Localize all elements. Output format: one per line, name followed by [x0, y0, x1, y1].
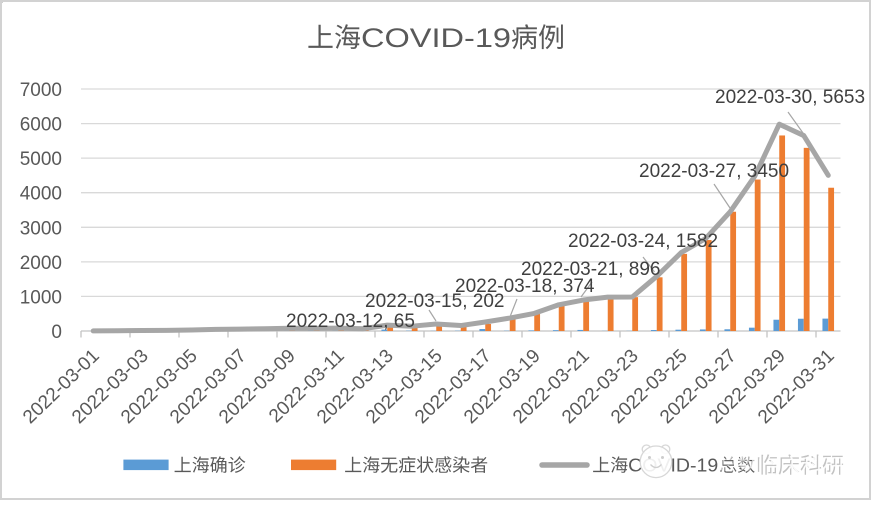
- svg-text:3000: 3000: [20, 218, 62, 239]
- svg-text:COVID-19: COVID-19: [361, 23, 511, 53]
- svg-text:2022-03-24, 1582: 2022-03-24, 1582: [568, 231, 718, 252]
- svg-text:2022-03-27, 3450: 2022-03-27, 3450: [639, 161, 789, 182]
- svg-text:6000: 6000: [20, 115, 62, 136]
- svg-text:4000: 4000: [20, 184, 62, 205]
- svg-text:2022-03-21, 896: 2022-03-21, 896: [521, 259, 660, 280]
- svg-text:2000: 2000: [20, 253, 62, 274]
- svg-text:7000: 7000: [20, 80, 62, 101]
- svg-text:1000: 1000: [20, 287, 62, 308]
- svg-text:2022-03-30, 5653: 2022-03-30, 5653: [715, 87, 865, 108]
- svg-text:5000: 5000: [20, 149, 62, 170]
- svg-text:2022-03-12, 65: 2022-03-12, 65: [286, 311, 415, 332]
- svg-text:0: 0: [51, 322, 62, 343]
